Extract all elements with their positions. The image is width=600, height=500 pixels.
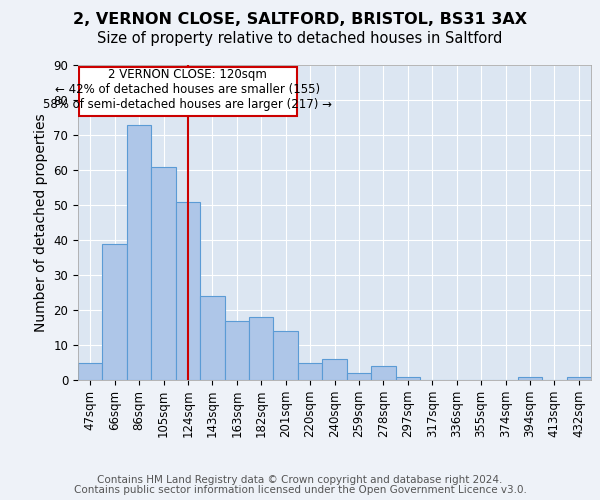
Text: ← 42% of detached houses are smaller (155): ← 42% of detached houses are smaller (15… bbox=[55, 83, 320, 96]
Bar bbox=[200, 296, 224, 380]
Bar bbox=[322, 359, 347, 380]
Bar bbox=[176, 202, 200, 380]
Bar bbox=[566, 376, 591, 380]
Text: Contains public sector information licensed under the Open Government Licence v3: Contains public sector information licen… bbox=[74, 485, 526, 495]
Bar bbox=[518, 376, 542, 380]
Bar bbox=[371, 366, 395, 380]
Bar bbox=[151, 166, 176, 380]
Y-axis label: Number of detached properties: Number of detached properties bbox=[34, 113, 48, 332]
Text: Size of property relative to detached houses in Saltford: Size of property relative to detached ho… bbox=[97, 31, 503, 46]
Text: 58% of semi-detached houses are larger (217) →: 58% of semi-detached houses are larger (… bbox=[43, 98, 332, 110]
Bar bbox=[347, 373, 371, 380]
Bar bbox=[249, 317, 274, 380]
Text: 2, VERNON CLOSE, SALTFORD, BRISTOL, BS31 3AX: 2, VERNON CLOSE, SALTFORD, BRISTOL, BS31… bbox=[73, 12, 527, 28]
Bar bbox=[103, 244, 127, 380]
Bar bbox=[224, 320, 249, 380]
Bar bbox=[395, 376, 420, 380]
FancyBboxPatch shape bbox=[79, 66, 296, 116]
Bar bbox=[127, 124, 151, 380]
Text: 2 VERNON CLOSE: 120sqm: 2 VERNON CLOSE: 120sqm bbox=[109, 68, 268, 82]
Bar bbox=[298, 362, 322, 380]
Bar bbox=[274, 331, 298, 380]
Bar bbox=[78, 362, 103, 380]
Text: Contains HM Land Registry data © Crown copyright and database right 2024.: Contains HM Land Registry data © Crown c… bbox=[97, 475, 503, 485]
